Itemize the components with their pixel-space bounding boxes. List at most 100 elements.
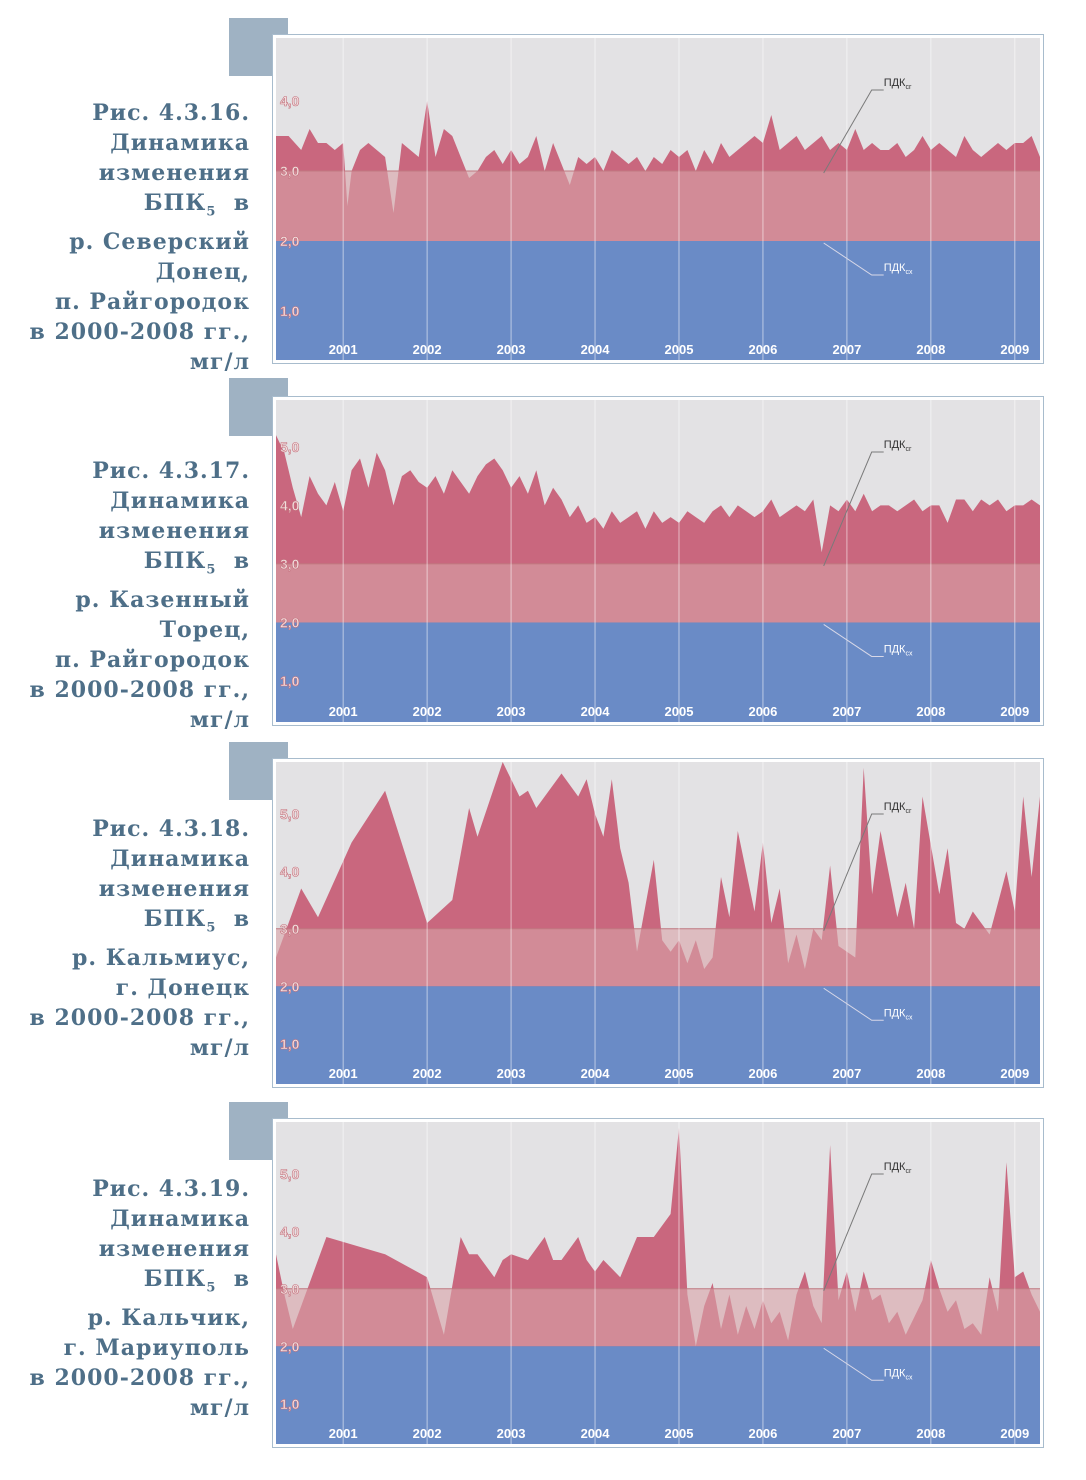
x-tick-label: 2006 [748, 342, 777, 357]
pdk-band [276, 928, 1040, 987]
below-pdk-band [276, 241, 1040, 360]
below-pdk-band [276, 986, 1040, 1084]
bpk-chart: 2001 2002 2003 2004 2005 2006 2007 2008 2009 1,0 2… [272, 1118, 1044, 1448]
y-tick-label: 1,0 [280, 303, 300, 319]
x-tick-label: 2007 [832, 342, 861, 357]
y-tick-label: 5,0 [280, 806, 300, 822]
figure-panel: Рис. 4.3.16. Динамика изменения БПК5 в р… [0, 0, 1086, 375]
y-tick-label: 3,0 [280, 921, 300, 937]
x-tick-label: 2002 [413, 342, 442, 357]
x-tick-label: 2009 [1000, 704, 1029, 719]
pdk-band [276, 1288, 1040, 1347]
bpk-text: БПК [143, 1266, 207, 1292]
y-tick-label: 5,0 [280, 1166, 300, 1182]
x-tick-label: 2005 [665, 1426, 694, 1441]
figure-panel: Рис. 4.3.19. Динамика изменения БПК5 в р… [0, 1084, 1086, 1448]
y-tick-label: 1,0 [280, 1396, 300, 1412]
x-tick-label: 2006 [748, 704, 777, 719]
x-tick-label: 2005 [665, 1066, 694, 1081]
pdk-lower-leader [823, 987, 884, 1021]
caption-line: Динамика [110, 1206, 250, 1232]
caption-line: р. Кальмиус, [72, 945, 250, 972]
pdk-upper-label: ПДКсг [884, 77, 912, 91]
bpk-subscript: 5 [206, 562, 217, 578]
figure-caption: Рис. 4.3.18. Динамика изменения БПК5 в р… [20, 814, 250, 1063]
x-tick-label: 2006 [748, 1426, 777, 1441]
x-tick-label: 2004 [581, 342, 611, 357]
y-tick-label: 2,0 [280, 1338, 300, 1354]
pdk-upper-subscript: сг [905, 84, 912, 91]
bpk-text: БПК [143, 906, 207, 932]
x-tick-label: 2001 [329, 704, 358, 719]
y-tick-label: 3,0 [280, 1281, 300, 1297]
below-pdk-band [276, 622, 1040, 722]
x-tick-label: 2004 [581, 1066, 611, 1081]
pdk-upper-label: ПДКсг [884, 1161, 912, 1175]
x-tick-label: 2007 [832, 704, 861, 719]
figure-caption: Рис. 4.3.19. Динамика изменения БПК5 в р… [20, 1174, 250, 1423]
figure-caption: Рис. 4.3.16. Динамика изменения БПК5 в р… [20, 98, 250, 377]
pdk-lower-leader [823, 242, 884, 276]
figure-panel: Рис. 4.3.17. Динамика изменения БПК5 в р… [0, 362, 1086, 733]
caption-line: р. Северский [69, 229, 250, 256]
bpk-suffix: в [233, 1266, 250, 1292]
x-tick-label: 2002 [413, 704, 442, 719]
pdk-upper-leader [823, 813, 884, 931]
bpk-suffix: в [233, 906, 250, 932]
x-tick-label: 2005 [665, 704, 694, 719]
figure-panel: Рис. 4.3.18. Динамика изменения БПК5 в р… [0, 724, 1086, 1088]
y-tick-label: 3,0 [280, 556, 300, 572]
bpk-subscript: 5 [206, 204, 217, 220]
bpk-subscript: 5 [206, 920, 217, 936]
caption-line: изменения [98, 876, 250, 902]
pdk-lower-subscript: сх [905, 1014, 913, 1021]
x-tick-label: 2004 [581, 1426, 611, 1441]
pdk-upper-leader [823, 451, 884, 567]
caption-line: р. Кальчик, [87, 1305, 250, 1332]
caption-line: в 2000-2008 гг., [29, 677, 250, 704]
x-tick-label: 2008 [916, 1066, 945, 1081]
caption-line: Рис. 4.3.16. [92, 100, 250, 126]
x-tick-label: 2001 [329, 342, 358, 357]
bpk-subscript: 5 [206, 1280, 217, 1296]
caption-line-bpk: БПК5 в [20, 904, 250, 943]
x-tick-label: 2008 [916, 342, 945, 357]
caption-line: мг/л [189, 349, 250, 376]
x-tick-label: 2006 [748, 1066, 777, 1081]
y-tick-label: 5,0 [280, 439, 300, 455]
bpk-chart: 2001 2002 2003 2004 2005 2006 2007 2008 2009 1,0 2… [272, 758, 1044, 1088]
pdk-lower-subscript: сх [905, 650, 913, 657]
caption-line: р. Казенный [75, 587, 250, 614]
y-tick-label: 4,0 [280, 93, 300, 109]
caption-line: мг/л [189, 1035, 250, 1062]
x-tick-label: 2003 [497, 342, 526, 357]
caption-line: Динамика [110, 488, 250, 514]
caption-line: Динамика [110, 846, 250, 872]
y-tick-label: 1,0 [280, 673, 300, 689]
pdk-upper-subscript: сг [905, 446, 912, 453]
caption-line: мг/л [189, 1395, 250, 1422]
caption-line: в 2000-2008 гг., [29, 1005, 250, 1032]
pdk-upper-leader [823, 89, 884, 174]
pdk-upper-subscript: сг [905, 1168, 912, 1175]
caption-line: Рис. 4.3.19. [92, 1176, 250, 1202]
x-tick-label: 2009 [1000, 1426, 1029, 1441]
pdk-lower-subscript: сх [905, 1374, 913, 1381]
x-tick-label: 2001 [329, 1426, 358, 1441]
pdk-upper-subscript: сг [905, 808, 912, 815]
pdk-band [276, 563, 1040, 623]
caption-line: изменения [98, 518, 250, 544]
y-tick-label: 4,0 [280, 497, 300, 513]
bpk-chart: 2001 2002 2003 2004 2005 2006 2007 2008 2009 1,0 2… [272, 396, 1044, 726]
bpk-suffix: в [233, 548, 250, 574]
caption-line: Рис. 4.3.17. [92, 458, 250, 484]
caption-line: п. Райгородок [55, 647, 250, 674]
pdk-upper-leader [823, 1173, 884, 1291]
caption-line: г. Мариуполь [63, 1335, 250, 1362]
caption-line: г. Донецк [115, 975, 250, 1002]
caption-line: Динамика [110, 130, 250, 156]
x-tick-label: 2002 [413, 1426, 442, 1441]
caption-line: в 2000-2008 гг., [29, 319, 250, 346]
caption-line: изменения [98, 1236, 250, 1262]
bpk-chart: 2001 2002 2003 2004 2005 2006 2007 2008 2009 1,0 2… [272, 34, 1044, 364]
